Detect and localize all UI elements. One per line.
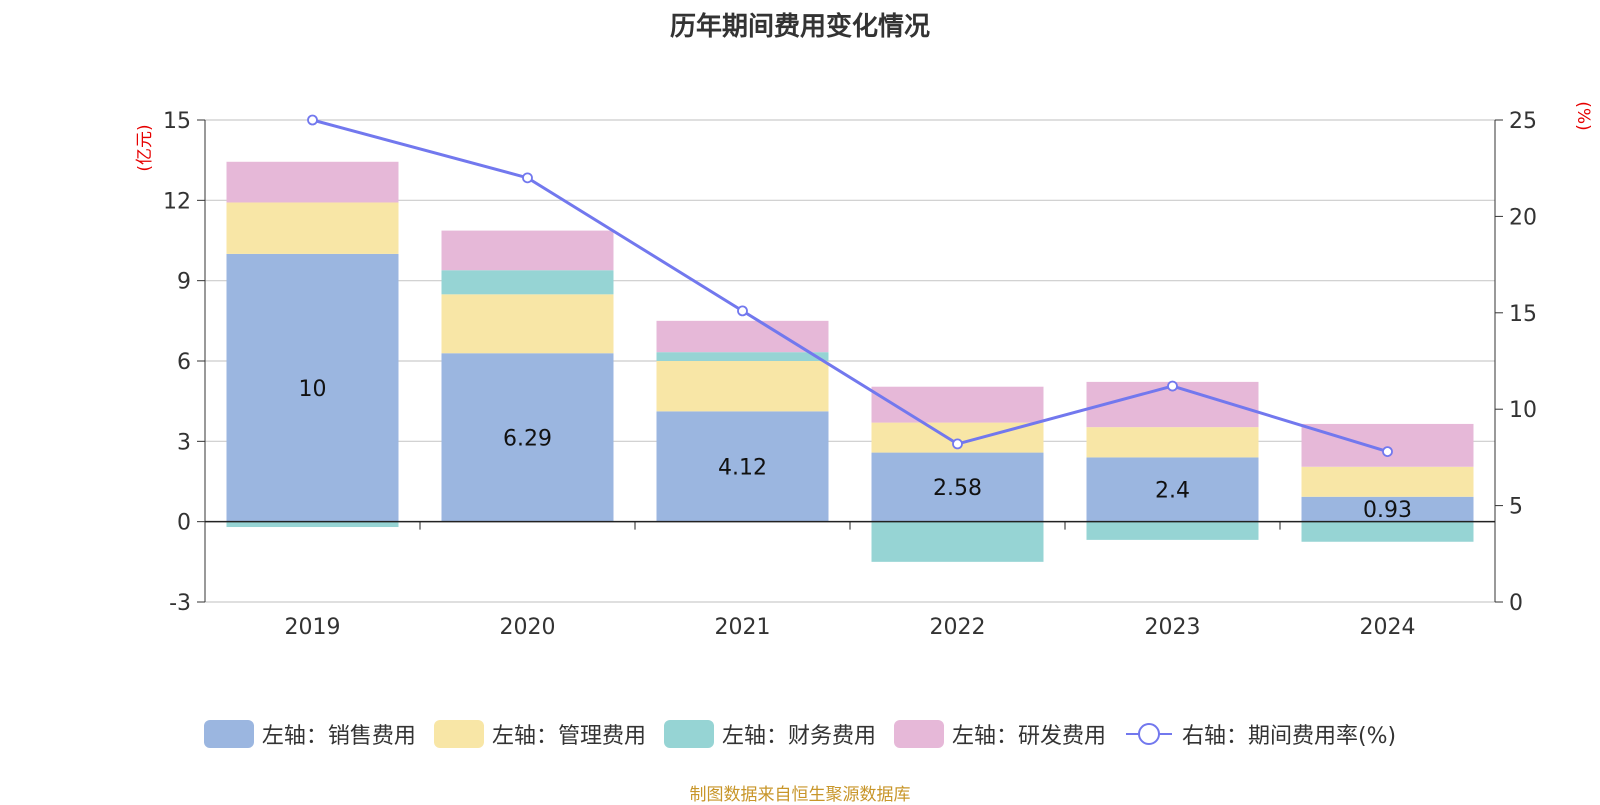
category-label: 2024 (1360, 615, 1416, 640)
bar-segment-2024-s2 (1301, 521, 1474, 542)
rate-point (1167, 380, 1178, 392)
left-axis-tick-label: 3 (177, 430, 191, 455)
bar-segment-2020-s2 (441, 270, 614, 295)
bar-segment-2020-s1 (441, 294, 614, 354)
legend-label-finance: 左轴：财务费用 (721, 724, 876, 749)
bar-segment-2023-s1 (1086, 427, 1259, 458)
right-axis-tick-label: 10 (1509, 398, 1537, 423)
data-label-sales: 6.29 (503, 426, 552, 451)
bar-segment-2022-s3 (871, 386, 1044, 423)
legend: 左轴：销售费用 左轴：管理费用 左轴：财务费用 左轴：研发费用 右轴：期间费用率… (0, 718, 1600, 750)
rate-line (312, 118, 1388, 454)
left-axis-tick-label: 0 (177, 511, 191, 536)
category-label: 2022 (930, 615, 986, 640)
legend-label-rnd: 左轴：研发费用 (951, 724, 1106, 749)
bar-segment-2022-s2 (871, 521, 1044, 562)
right-axis-unit: (%) (1573, 101, 1593, 130)
data-label-sales: 2.4 (1155, 479, 1190, 504)
data-label-sales: 2.58 (933, 476, 982, 501)
legend-label-sales: 左轴：销售费用 (261, 724, 416, 749)
right-axis-tick-label: 15 (1509, 302, 1537, 327)
bar-segment-2023-s0 (1086, 457, 1259, 522)
left-axis-tick-label: 15 (163, 109, 191, 134)
bar-segment-2019-s3 (226, 161, 399, 203)
chart-plot: -3 0 3 6 9 12 15 0 5 10 15 20 25 (亿元) (%) 2019 2020 2021 2… (135, 101, 1593, 640)
left-axis-unit: (亿元) (135, 124, 155, 171)
legend-label-rate: 右轴：期间费用率(%) (1181, 724, 1397, 749)
legend-item-rnd[interactable]: 左轴：研发费用 (893, 718, 1106, 750)
data-label-sales: 0.93 (1363, 498, 1412, 523)
legend-swatch-finance (663, 720, 714, 748)
right-axis-tick-label: 5 (1509, 495, 1523, 520)
bar-segment-2021-s0 (656, 411, 829, 522)
bar-segment-2024-s3 (1301, 423, 1474, 467)
legend-swatch-rnd (893, 720, 944, 748)
bar-segment-2022-s0 (871, 452, 1044, 522)
category-label: 2023 (1145, 615, 1201, 640)
bar-segment-2019-s0 (226, 253, 399, 522)
legend-item-finance[interactable]: 左轴：财务费用 (663, 718, 876, 750)
rate-point (307, 114, 318, 126)
left-axis-tick-label: 9 (177, 270, 191, 295)
bar-segment-2019-s2 (226, 521, 399, 528)
legend-label-admin: 左轴：管理费用 (491, 724, 646, 749)
left-axis-tick-label: -3 (169, 591, 191, 616)
bar-segment-2020-s3 (441, 230, 614, 271)
legend-item-rate[interactable]: 右轴：期间费用率(%) (1124, 718, 1396, 750)
category-label: 2020 (500, 615, 556, 640)
rate-point (737, 305, 748, 317)
bar-segment-2024-s0 (1301, 496, 1474, 522)
data-label-sales: 4.12 (718, 456, 767, 481)
chart-title: 历年期间费用变化情况 (669, 12, 930, 42)
right-axis-tick-label: 20 (1509, 205, 1537, 230)
left-axis-tick-label: 6 (177, 350, 191, 375)
legend-item-admin[interactable]: 左轴：管理费用 (433, 718, 646, 750)
data-label-sales: 10 (299, 377, 327, 402)
right-axis-tick-label: 25 (1509, 109, 1537, 134)
right-axis-tick-label: 0 (1509, 591, 1523, 616)
left-axis-tick-label: 12 (163, 189, 191, 214)
rate-point (1382, 446, 1393, 458)
legend-swatch-sales (203, 720, 254, 748)
bar-segment-2020-s0 (441, 353, 614, 522)
bar-segment-2021-s2 (656, 352, 829, 361)
bar-segment-2021-s1 (656, 361, 829, 412)
legend-swatch-rate (1125, 723, 1172, 745)
category-label: 2019 (285, 615, 341, 640)
rate-point (952, 438, 963, 450)
bar-segment-2023-s2 (1086, 521, 1259, 540)
source-note: 制图数据来自恒生聚源数据库 (689, 785, 911, 805)
rate-point (522, 172, 533, 184)
legend-swatch-admin (433, 720, 484, 748)
legend-item-sales[interactable]: 左轴：销售费用 (203, 718, 416, 750)
bar-segment-2019-s1 (226, 202, 399, 254)
category-label: 2021 (715, 615, 771, 640)
bar-segment-2024-s1 (1301, 466, 1474, 497)
